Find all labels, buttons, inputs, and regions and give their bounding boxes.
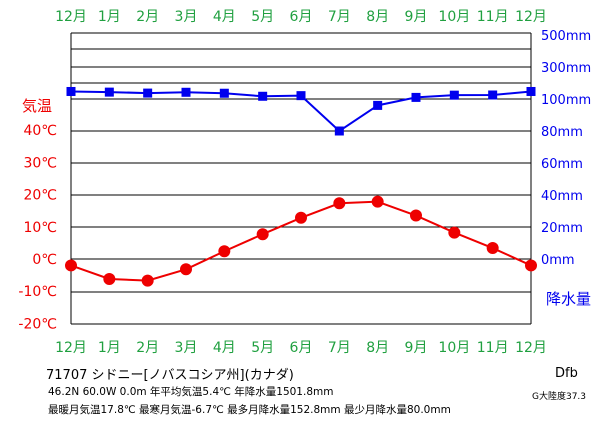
precipitation-tick-label: 40mm <box>541 189 583 204</box>
month-label-top: 10月 <box>438 9 470 25</box>
continentality-index: G大陸度37.3 <box>532 392 587 402</box>
precipitation-point <box>143 88 153 98</box>
climate-classification: Dfb <box>555 366 578 381</box>
month-label-top: 1月 <box>98 9 121 25</box>
month-labels-bottom: 12月 1月 2月 3月 4月 5月 6月 7月 8月 9月 10月 11月 12月 <box>55 340 547 356</box>
precipitation-axis-label: 降水量 <box>546 290 591 308</box>
precipitation-tick-label: 0mm <box>541 253 575 268</box>
month-label-bottom: 11月 <box>477 340 509 356</box>
precipitation-point <box>296 91 306 101</box>
precipitation-point <box>488 90 498 100</box>
temperature-tick-label: -20℃ <box>18 316 57 332</box>
precipitation-point <box>104 87 114 97</box>
gridlines <box>70 32 532 325</box>
temperature-point <box>256 228 269 241</box>
station-details-line2: 最暖月気温17.8℃ 最寒月気温-6.7℃ 最多月降水量152.8mm 最少月降… <box>48 404 451 416</box>
temperature-point <box>333 197 346 210</box>
month-label-top: 8月 <box>366 9 389 25</box>
month-label-bottom: 10月 <box>438 340 470 356</box>
temperature-tick-label: 30℃ <box>23 155 57 171</box>
temperature-point <box>141 274 154 287</box>
temperature-point <box>180 263 192 276</box>
precipitation-point <box>334 126 344 136</box>
temperature-tick-label: 40℃ <box>23 123 57 139</box>
precipitation-tick-label: 300mm <box>541 61 591 76</box>
month-label-top: 11月 <box>477 9 509 25</box>
precipitation-point <box>373 100 383 110</box>
station-name: 71707 シドニー[ノバスコシア州](カナダ) <box>46 368 294 383</box>
temperature-tick-label: 10℃ <box>23 220 57 236</box>
precipitation-tick-labels: 500mm 300mm 100mm 80mm 60mm 40mm 20mm 0mm <box>541 29 591 268</box>
precipitation-tick-label: 80mm <box>541 125 583 140</box>
month-label-top: 4月 <box>213 9 236 25</box>
precipitation-point <box>411 92 421 102</box>
precipitation-point <box>66 86 76 96</box>
temperature-point <box>65 259 77 272</box>
precipitation-tick-label: 100mm <box>541 93 591 108</box>
month-label-top: 9月 <box>405 9 428 25</box>
month-label-top: 5月 <box>251 9 274 25</box>
month-label-top: 12月 <box>515 9 547 25</box>
precipitation-series <box>66 86 536 136</box>
temperature-tick-labels: 40℃ 30℃ 20℃ 10℃ 0℃ -10℃ -20℃ <box>18 123 57 332</box>
temperature-tick-label: 20℃ <box>23 188 57 204</box>
precipitation-point <box>449 90 459 100</box>
month-label-top: 7月 <box>328 9 351 25</box>
month-label-bottom: 3月 <box>175 340 198 356</box>
temperature-axis-label: 気温 <box>22 97 52 115</box>
month-label-top: 2月 <box>136 9 159 25</box>
temperature-point <box>486 242 499 255</box>
precipitation-point <box>258 91 268 101</box>
precipitation-point <box>181 87 191 97</box>
month-label-bottom: 7月 <box>328 340 351 356</box>
temperature-tick-label: -10℃ <box>18 284 57 300</box>
precipitation-tick-label: 60mm <box>541 157 583 172</box>
precipitation-point <box>526 86 536 96</box>
temperature-point <box>218 245 231 258</box>
temperature-point <box>448 226 461 239</box>
temperature-point <box>295 211 307 224</box>
station-details-line1: 46.2N 60.0W 0.0m 年平均気温5.4℃ 年降水量1501.8mm <box>48 386 334 398</box>
month-label-bottom: 5月 <box>251 340 274 356</box>
precipitation-point <box>219 88 229 98</box>
month-label-top: 3月 <box>175 9 198 25</box>
temperature-point <box>525 259 537 272</box>
temperature-point <box>103 272 116 285</box>
month-label-bottom: 2月 <box>136 340 159 356</box>
temperature-point <box>371 195 384 208</box>
precipitation-tick-label: 500mm <box>541 29 591 44</box>
month-label-bottom: 9月 <box>405 340 428 356</box>
month-label-bottom: 1月 <box>98 340 121 356</box>
temperature-point <box>410 209 422 222</box>
month-label-bottom: 6月 <box>290 340 313 356</box>
month-label-top: 12月 <box>55 9 87 25</box>
temperature-series <box>65 195 537 287</box>
month-label-bottom: 4月 <box>213 340 236 356</box>
month-labels-top: 12月 1月 2月 3月 4月 5月 6月 7月 8月 9月 10月 11月 12月 <box>55 9 547 25</box>
month-label-bottom: 12月 <box>515 340 547 356</box>
temperature-tick-label: 0℃ <box>32 252 57 268</box>
precipitation-tick-label: 20mm <box>541 221 583 236</box>
month-label-bottom: 12月 <box>55 340 87 356</box>
month-label-bottom: 8月 <box>366 340 389 356</box>
month-label-top: 6月 <box>290 9 313 25</box>
